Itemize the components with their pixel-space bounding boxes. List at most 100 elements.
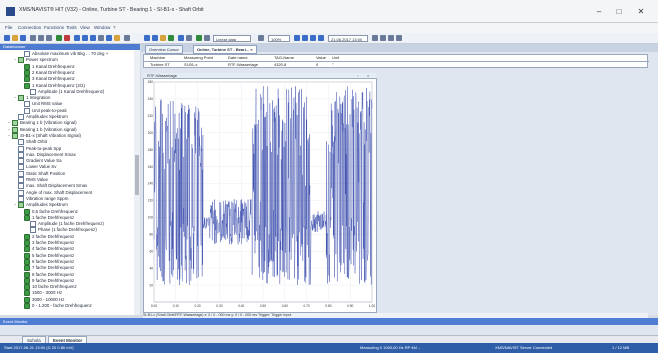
grid-cell-tag-name[interactable]: 4320.8 [274, 62, 287, 67]
expand-toggle-icon[interactable]: − [8, 120, 11, 126]
tree-item[interactable]: RMS Value [14, 177, 48, 183]
expand-toggle-icon[interactable]: − [8, 126, 11, 132]
minimize-button[interactable]: – [596, 7, 602, 16]
chart-svg[interactable]: 20 40 60 80 100 120 140 160 180 200 220 240 260 0.00 0… [144, 74, 378, 314]
settings-icon[interactable] [124, 35, 130, 41]
tree-item[interactable]: 0 - 1.200 - fache Drehfrequenz [20, 303, 92, 309]
tree-item[interactable]: 3000 - 10000 Hz [20, 296, 64, 303]
chart-close-icon[interactable]: × [367, 73, 370, 78]
chart-icon[interactable] [74, 35, 80, 41]
spectrum-icon[interactable] [90, 35, 96, 41]
datetime-field[interactable]: 21.06.2017 13:00 [328, 35, 368, 42]
filter-icon[interactable] [196, 35, 202, 41]
tree-item[interactable]: 1 Kanal Drehfrequenz (2/2) [20, 82, 85, 89]
tree-item[interactable]: − Bearing 1 b (Vibration signal) [8, 120, 77, 127]
tree-item[interactable]: − Bearing 1 b (Vibration signal) [8, 126, 77, 133]
tree-item[interactable]: 6 fache Drehfrequenz [20, 258, 74, 265]
tree-item[interactable]: Peak-to-peak Spp [14, 145, 61, 152]
zoom-out-icon[interactable] [152, 35, 158, 41]
grid-cell-value[interactable]: 0 [316, 62, 319, 67]
options-icon[interactable] [204, 35, 210, 41]
prev-icon[interactable] [302, 35, 308, 41]
tree-item[interactable]: − Amplitudes Spektrum [14, 202, 68, 209]
tree-item[interactable]: Unit RMS value [20, 101, 63, 108]
tree-scrollbar-thumb[interactable] [135, 155, 139, 195]
tree-item[interactable]: − SI-B1-x (Shaft Vibration Signal) [8, 132, 81, 139]
tree-item[interactable]: 1 fache Drehfrequenz [20, 214, 74, 221]
copy-icon[interactable] [38, 35, 44, 41]
close-button[interactable]: ✕ [637, 7, 645, 16]
tree-item[interactable]: 10 fache Drehfrequenz [20, 284, 77, 291]
tree-item[interactable]: Vibration range Sppm [14, 195, 68, 202]
tree-item[interactable]: Shaft Orbit [14, 139, 47, 146]
tree-item[interactable]: max. Displacement Smax [14, 151, 76, 158]
cut-icon[interactable] [30, 35, 36, 41]
tree-item[interactable]: Lower Value Sv [14, 164, 56, 171]
tree-item[interactable]: 3 Kanal Drehfrequenz [20, 76, 75, 83]
stop-icon[interactable] [64, 35, 70, 41]
export-icon[interactable] [186, 35, 192, 41]
save-icon[interactable] [20, 35, 26, 41]
tab-shaft-orbit[interactable]: Online, Turbine ST - Beari... × [193, 45, 257, 54]
tree-item[interactable]: − 1 Integration [14, 95, 50, 102]
grid-cell-machine[interactable]: Turbine ST [150, 62, 170, 67]
marker-icon[interactable] [160, 35, 166, 41]
cursor-icon[interactable] [114, 35, 120, 41]
new-icon[interactable] [4, 35, 10, 41]
maximize-button[interactable]: □ [616, 7, 622, 16]
tree-item[interactable]: 3 fache Drehfrequenz [20, 240, 74, 246]
tree-item[interactable]: 9 fache Drehfrequenz [20, 277, 74, 284]
sync-icon[interactable] [388, 35, 394, 41]
refresh-icon[interactable] [168, 35, 174, 41]
tree-item[interactable]: 2 Kanal Drehfrequenz [20, 69, 75, 76]
last-icon[interactable] [318, 35, 324, 41]
paste-icon[interactable] [46, 35, 52, 41]
grid-icon[interactable] [98, 35, 104, 41]
zoom-select[interactable]: 100% [268, 35, 290, 42]
tree-item[interactable]: 1500 - 3000 Hz [20, 290, 62, 297]
open-icon[interactable] [12, 35, 18, 41]
tree-item[interactable]: Static Shaft Position [14, 170, 65, 177]
layout-icon[interactable] [396, 35, 402, 41]
tree-item[interactable]: 8 fache Drehfrequenz [20, 271, 74, 278]
tree-item[interactable]: 7 fache Drehfrequenz [20, 265, 74, 272]
tree-item[interactable]: 1 Kanal Drehfrequenz [20, 63, 75, 70]
first-icon[interactable] [294, 35, 300, 41]
menu-file[interactable]: File [5, 25, 13, 30]
menu-tools[interactable]: Tools [66, 25, 77, 30]
tree-item[interactable]: Phase (1 fache Drehfrequenz) [26, 227, 97, 234]
expand-toggle-icon[interactable]: − [14, 57, 17, 63]
calendar-icon[interactable] [372, 35, 378, 41]
menu-window[interactable]: Window [94, 25, 111, 30]
tree-item[interactable]: 4 fache Drehfrequenz [20, 246, 74, 253]
time-range-select[interactable]: Linear data [213, 35, 251, 42]
menu-functions[interactable]: Functions [44, 25, 64, 30]
play-icon[interactable] [56, 35, 62, 41]
menu-connection[interactable]: Connection [18, 25, 42, 30]
grid-cell-measuring-point[interactable]: SI-B1-x [184, 62, 198, 67]
tree-item[interactable]: 2 fache Drehfrequenz [20, 233, 74, 240]
tree-item[interactable]: Angle of max. Shaft Displacement [14, 189, 92, 196]
next-icon[interactable] [310, 35, 316, 41]
menu-help[interactable]: ? [113, 25, 116, 30]
print-icon[interactable] [178, 35, 184, 41]
expand-toggle-icon[interactable]: − [8, 133, 11, 139]
tree-item[interactable]: Gradient Value Sa [14, 158, 62, 165]
grid-cell-date-name[interactable]: RTF-Wasserlage [228, 62, 259, 67]
tree-item[interactable]: max. Shaft Displacement Smax [14, 183, 87, 190]
tree-item[interactable]: 0,5 fache Drehfrequenz [20, 208, 78, 215]
tree-item[interactable]: Amplitudes Spektrum [14, 114, 68, 120]
chart-panel[interactable]: 20 40 60 80 100 120 140 160 180 200 220 240 260 0.00 0… [143, 73, 377, 313]
clock-icon[interactable] [380, 35, 386, 41]
tab-overview-cursor[interactable]: Overview Cursor [145, 45, 183, 54]
zoom-in-icon[interactable] [144, 35, 150, 41]
expand-toggle-icon[interactable]: − [14, 95, 17, 101]
orbit-icon[interactable] [82, 35, 88, 41]
tree-item[interactable]: Amplitude (1 Kanal Drehfrequenz) [26, 88, 104, 95]
tree-item[interactable]: Amplitude (1 fache Drehfrequenz) [26, 221, 104, 228]
expand-toggle-icon[interactable]: − [14, 202, 17, 208]
tree-item[interactable]: − Power spectrum [14, 57, 58, 64]
chart-pin-icon[interactable]: ▫ [357, 73, 359, 78]
tree-item[interactable]: Absolute maximum vib Bkg ... 70 deg + [20, 51, 108, 57]
tree-item[interactable]: Unit peak-to-peak [20, 107, 67, 114]
